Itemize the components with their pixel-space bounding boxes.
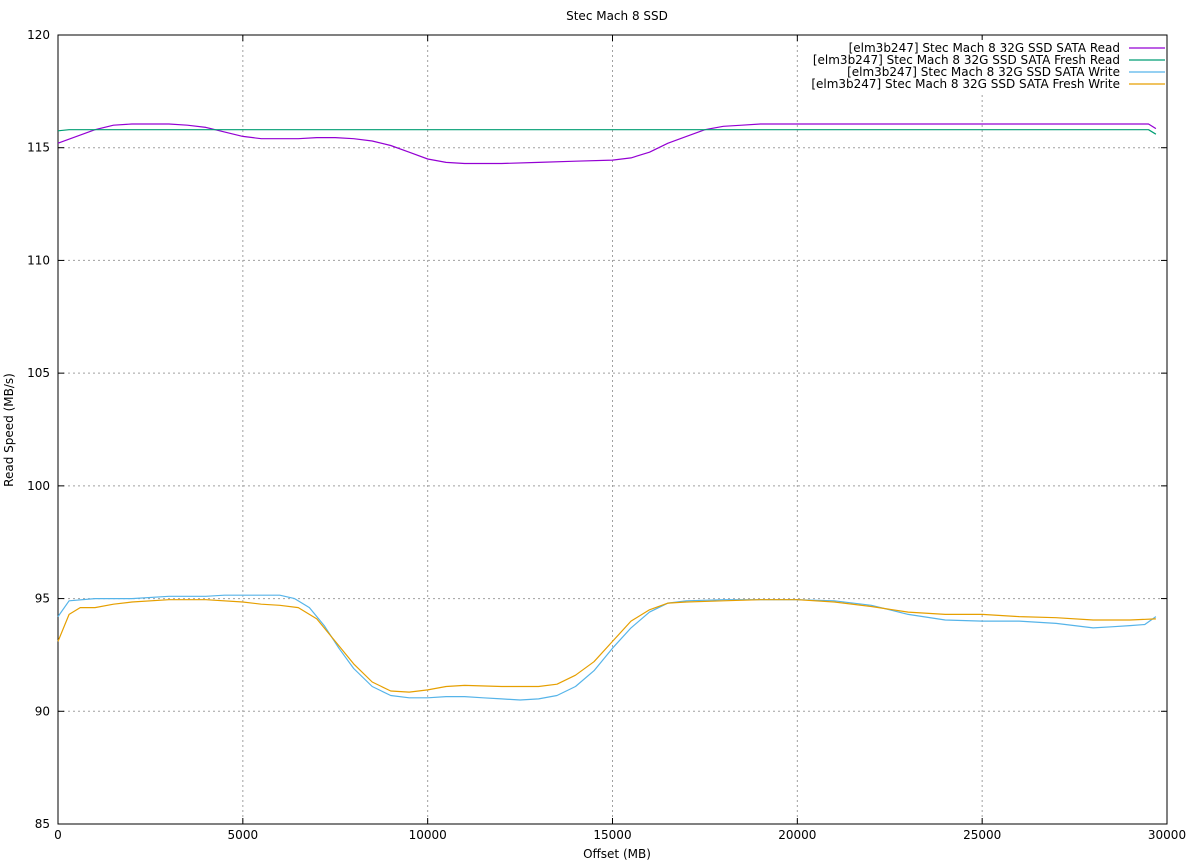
legend-background	[830, 40, 1165, 92]
y-tick-label: 85	[35, 817, 50, 831]
series-line-3	[57, 594, 1157, 701]
x-tick-label: 20000	[778, 828, 816, 842]
y-tick-label: 110	[27, 253, 50, 267]
x-tick-label: 5000	[228, 828, 259, 842]
ticks: 0 5000 10000 15000 20000 25000 30000 85 90 95 100 1…	[27, 28, 1186, 842]
chart-title: Stec Mach 8 SSD	[566, 9, 668, 23]
x-tick-label: 15000	[593, 828, 631, 842]
y-tick-label: 90	[35, 704, 50, 718]
x-tick-label: 10000	[409, 828, 447, 842]
series-layer	[57, 123, 1157, 701]
y-tick-label: 100	[27, 479, 50, 493]
x-tick-label: 0	[54, 828, 62, 842]
legend: [elm3b247] Stec Mach 8 32G SSD SATA Read…	[811, 40, 1165, 92]
series-line-2	[57, 129, 1157, 135]
legend-label: [elm3b247] Stec Mach 8 32G SSD SATA Fres…	[811, 77, 1120, 91]
x-axis-title: Offset (MB)	[583, 847, 651, 861]
y-tick-label: 95	[35, 592, 50, 606]
series-line-1	[57, 123, 1157, 165]
y-tick-label: 115	[27, 141, 50, 155]
x-tick-label: 25000	[963, 828, 1001, 842]
legend-label: [elm3b247] Stec Mach 8 32G SSD SATA Read	[849, 41, 1120, 55]
y-tick-label: 120	[27, 28, 50, 42]
legend-label: [elm3b247] Stec Mach 8 32G SSD SATA Writ…	[847, 65, 1120, 79]
y-tick-label: 105	[27, 366, 50, 380]
y-axis-title: Read Speed (MB/s)	[2, 373, 16, 487]
legend-label: [elm3b247] Stec Mach 8 32G SSD SATA Fres…	[813, 53, 1120, 67]
x-tick-label: 30000	[1148, 828, 1186, 842]
grid	[58, 35, 1167, 824]
series-line-4	[57, 599, 1156, 693]
